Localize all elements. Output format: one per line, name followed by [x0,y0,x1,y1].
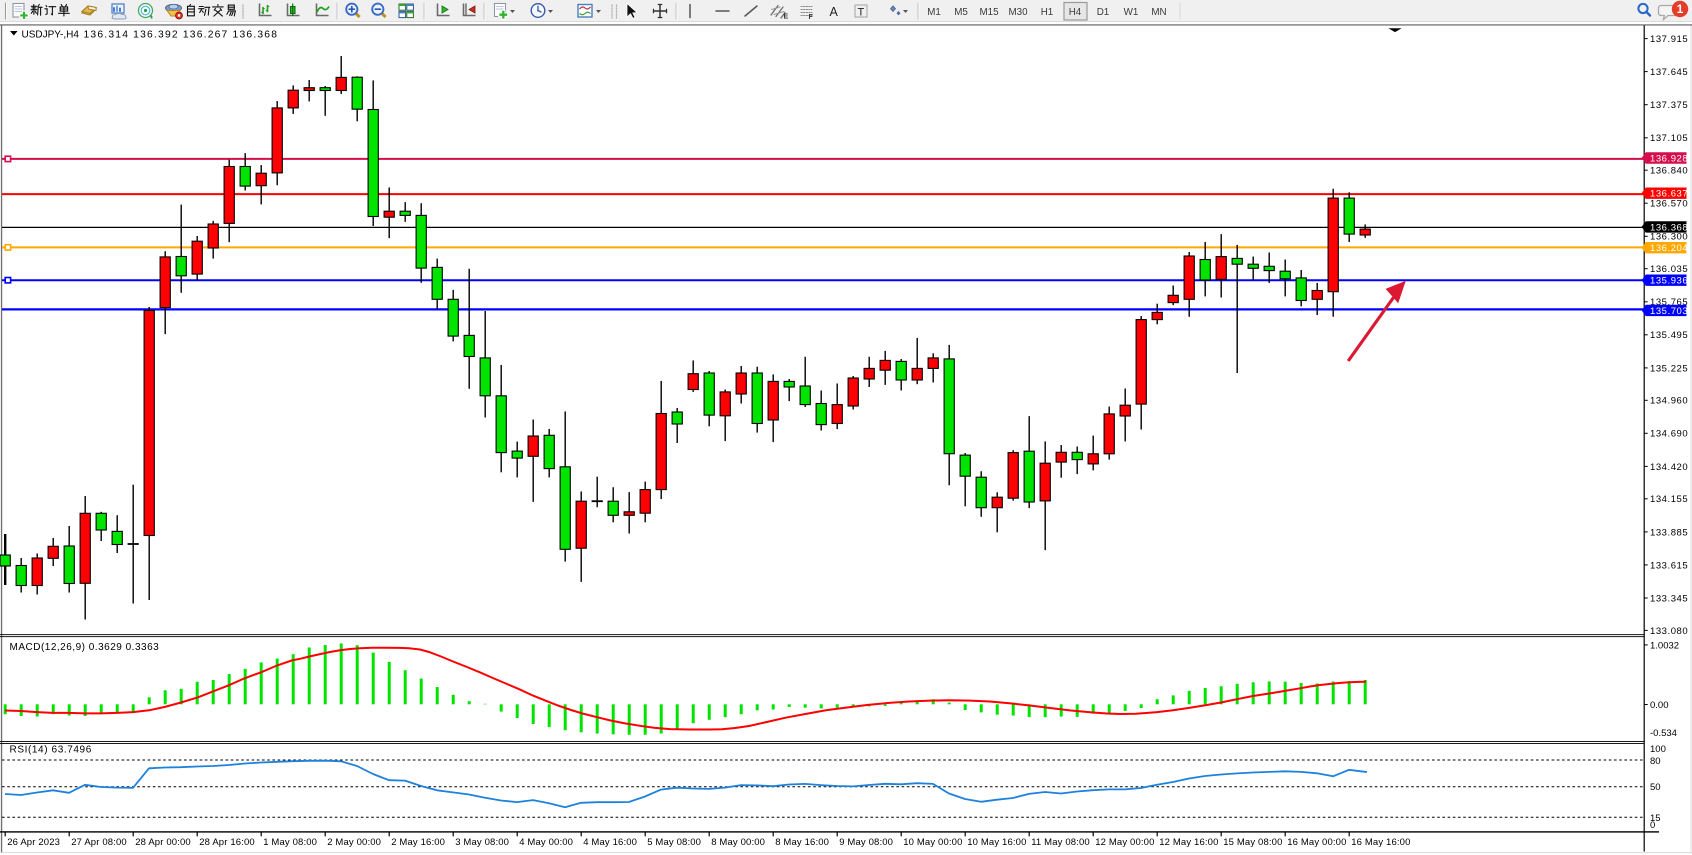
svg-text:T: T [858,7,865,19]
svg-text:16 May 00:00: 16 May 00:00 [1287,837,1346,848]
svg-text:137.375: 137.375 [1650,100,1688,111]
svg-text:MACD(12,26,9) 0.3629 0.3363: MACD(12,26,9) 0.3629 0.3363 [10,642,160,653]
svg-text:16 May 16:00: 16 May 16:00 [1351,837,1410,848]
svg-text:M1: M1 [927,7,941,18]
svg-text:1.0032: 1.0032 [1650,640,1679,651]
svg-text:135.495: 135.495 [1650,330,1688,341]
svg-text:134.420: 134.420 [1650,462,1688,473]
svg-text:134.960: 134.960 [1650,396,1688,407]
svg-text:136.570: 136.570 [1650,199,1688,210]
svg-text:RSI(14) 63.7496: RSI(14) 63.7496 [10,745,92,756]
svg-text:28 Apr 16:00: 28 Apr 16:00 [199,837,255,848]
svg-text:F: F [809,14,814,21]
svg-text:136.314 136.392 136.267 136.36: 136.314 136.392 136.267 136.368 [84,29,279,40]
svg-text:2 May 00:00: 2 May 00:00 [327,837,381,848]
svg-text:136.204: 136.204 [1650,243,1688,254]
svg-text:5 May 08:00: 5 May 08:00 [647,837,701,848]
svg-text:133.885: 133.885 [1650,527,1688,538]
svg-text:26 Apr 2023: 26 Apr 2023 [7,837,60,848]
svg-text:MN: MN [1151,7,1166,18]
svg-text:11 May 08:00: 11 May 08:00 [1031,837,1090,848]
svg-text:4 May 00:00: 4 May 00:00 [519,837,573,848]
svg-text:135.703: 135.703 [1650,306,1688,317]
svg-text:135.225: 135.225 [1650,363,1688,374]
svg-text:136.928: 136.928 [1650,153,1688,164]
svg-text:3 May 08:00: 3 May 08:00 [455,837,509,848]
svg-text:0: 0 [1650,820,1655,831]
svg-text:W1: W1 [1124,7,1139,18]
svg-text:137.645: 137.645 [1650,67,1688,78]
svg-text:M5: M5 [954,7,968,18]
svg-text:D1: D1 [1097,7,1110,18]
svg-text:15: 15 [1650,813,1661,824]
svg-text:10 May 16:00: 10 May 16:00 [967,837,1026,848]
svg-text:133.345: 133.345 [1650,593,1688,604]
svg-text:136.840: 136.840 [1650,166,1688,177]
svg-text:M30: M30 [1008,7,1028,18]
svg-text:27 Apr 08:00: 27 Apr 08:00 [71,837,127,848]
svg-text:137.105: 137.105 [1650,133,1688,144]
svg-text:28 Apr 00:00: 28 Apr 00:00 [135,837,191,848]
svg-text:133.615: 133.615 [1650,560,1688,571]
svg-text:12 May 16:00: 12 May 16:00 [1159,837,1218,848]
svg-text:8 May 00:00: 8 May 00:00 [711,837,765,848]
svg-text:1: 1 [1677,2,1684,16]
svg-text:134.690: 134.690 [1650,429,1688,440]
svg-text:M15: M15 [979,7,999,18]
svg-text:10 May 00:00: 10 May 00:00 [903,837,962,848]
svg-text:H4: H4 [1069,7,1082,18]
svg-text:15 May 08:00: 15 May 08:00 [1223,837,1282,848]
svg-text:100: 100 [1650,744,1666,755]
svg-text:135.936: 135.936 [1650,276,1688,287]
svg-text:134.155: 134.155 [1650,494,1688,505]
svg-text:136.035: 136.035 [1650,264,1688,275]
svg-text:8 May 16:00: 8 May 16:00 [775,837,829,848]
svg-text:50: 50 [1650,782,1661,793]
svg-text:1 May 08:00: 1 May 08:00 [263,837,317,848]
svg-text:133.080: 133.080 [1650,626,1688,637]
svg-text:137.915: 137.915 [1650,34,1688,45]
svg-text:-0.534: -0.534 [1650,728,1677,739]
svg-text:USDJPY-,H4: USDJPY-,H4 [22,29,80,40]
svg-text:136.368: 136.368 [1650,222,1688,233]
svg-text:4 May 16:00: 4 May 16:00 [583,837,637,848]
svg-text:9 May 08:00: 9 May 08:00 [839,837,893,848]
svg-text:12 May 00:00: 12 May 00:00 [1095,837,1154,848]
svg-text:135.765: 135.765 [1650,297,1688,308]
svg-text:A: A [830,5,839,19]
svg-text:136.300: 136.300 [1650,232,1688,243]
svg-text:136.637: 136.637 [1650,189,1688,200]
svg-text:2 May 16:00: 2 May 16:00 [391,837,445,848]
svg-text:80: 80 [1650,756,1661,767]
svg-text:E: E [784,14,789,21]
svg-text:H1: H1 [1041,7,1054,18]
svg-text:0.00: 0.00 [1650,700,1669,711]
